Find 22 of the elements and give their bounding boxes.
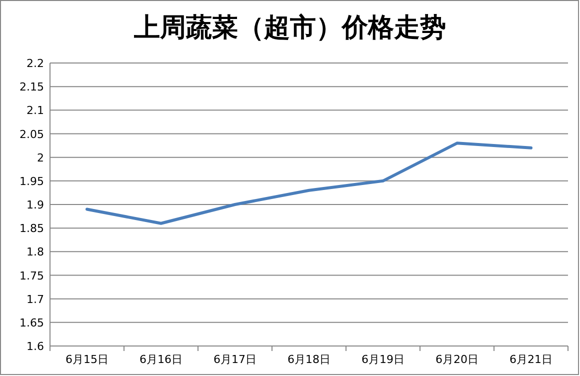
y-tick-label: 1.95 <box>20 174 44 188</box>
x-tick-label: 6月15日 <box>66 353 108 366</box>
x-tick-label: 6月18日 <box>288 353 330 366</box>
y-tick-label: 1.65 <box>20 316 44 330</box>
x-tick-label: 6月21日 <box>510 353 552 366</box>
line-series <box>86 142 532 225</box>
y-tick-label: 1.8 <box>26 246 44 259</box>
y-tick-label: 1.6 <box>26 340 44 353</box>
y-tick-label: 1.7 <box>26 292 44 306</box>
x-tick-label: 6月16日 <box>140 353 182 366</box>
chart-title: 上周蔬菜（超市）价格走势 <box>133 13 446 43</box>
x-tick-label: 6月19日 <box>362 353 404 366</box>
y-tick-label: 1.85 <box>20 222 44 236</box>
x-tick-label: 6月20日 <box>436 353 478 366</box>
x-tick-label: 6月17日 <box>214 353 256 366</box>
y-tick-label: 2.2 <box>26 57 44 70</box>
y-tick-label: 2.1 <box>26 104 44 118</box>
y-tick-label: 1.9 <box>26 198 44 212</box>
y-tick-label: 2.15 <box>20 80 44 94</box>
y-tick-label: 2 <box>37 151 44 164</box>
y-tick-label: 2.05 <box>20 128 44 141</box>
y-tick-label: 1.75 <box>20 269 44 282</box>
